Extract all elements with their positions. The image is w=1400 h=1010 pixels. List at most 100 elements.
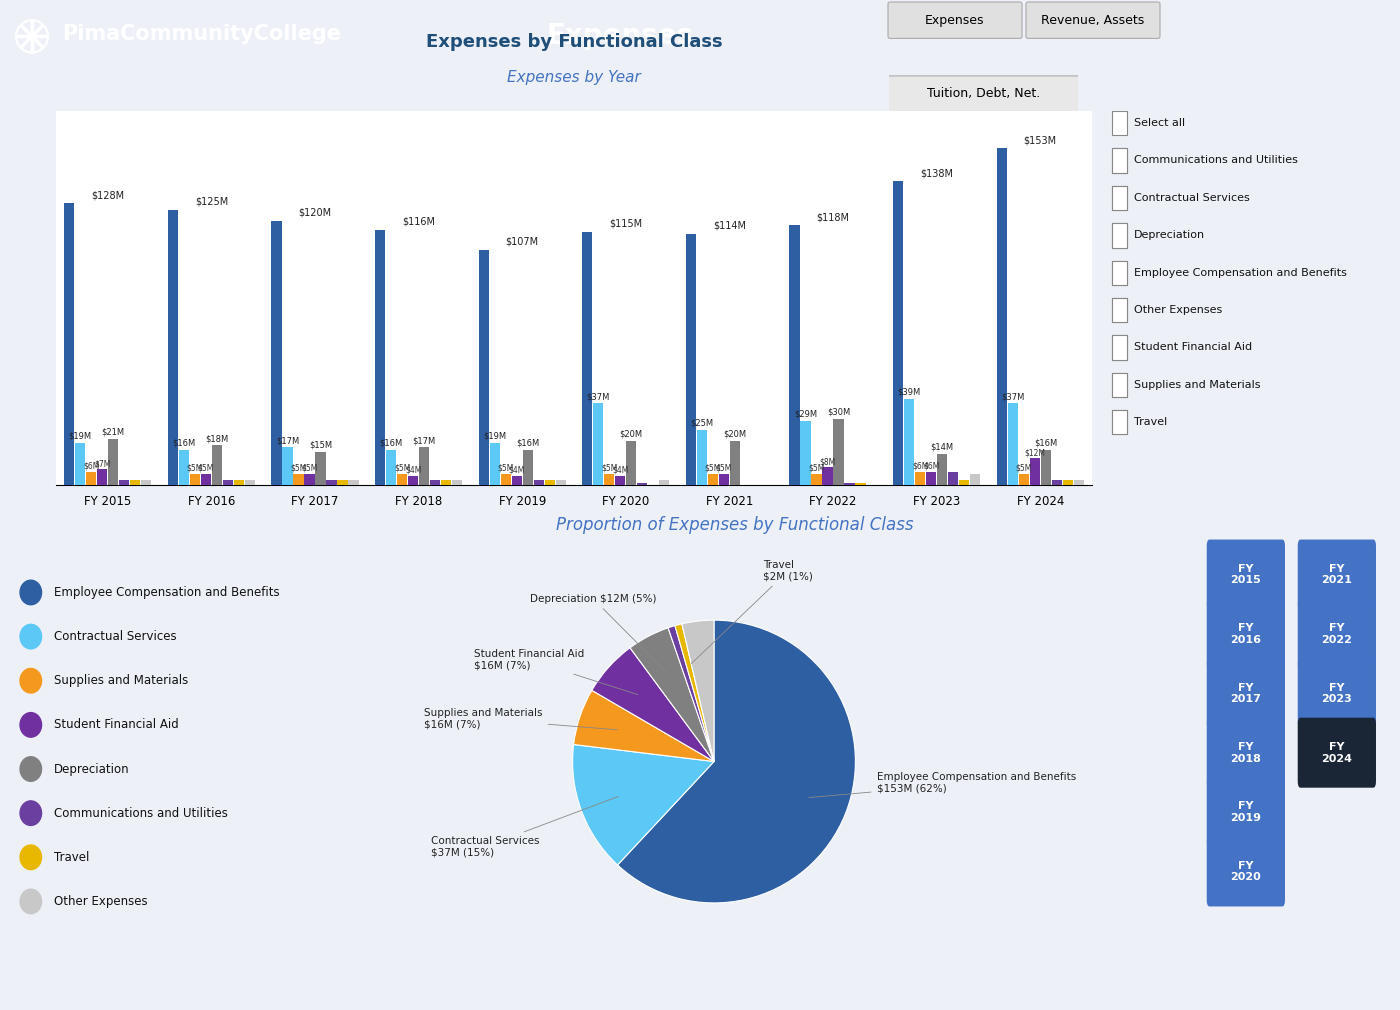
Text: Expenses: Expenses [546,22,693,50]
Text: FY
2021: FY 2021 [1322,564,1352,586]
FancyBboxPatch shape [1112,223,1127,247]
Text: $118M: $118M [816,212,850,222]
Bar [729,440,741,485]
Text: Depreciation $12M (5%): Depreciation $12M (5%) [531,594,666,672]
Circle shape [20,669,42,693]
Text: Travel: Travel [1134,417,1168,427]
Wedge shape [574,690,714,762]
Text: Student Financial Aid
$16M (7%): Student Financial Aid $16M (7%) [473,649,637,695]
FancyBboxPatch shape [1026,2,1161,38]
Wedge shape [630,628,714,762]
FancyBboxPatch shape [1112,373,1127,397]
Text: $8M: $8M [819,458,836,467]
Text: Travel: Travel [55,850,90,864]
Text: $116M: $116M [402,216,435,226]
Bar [948,472,958,485]
Text: $6M: $6M [83,462,99,471]
FancyBboxPatch shape [888,76,1079,112]
Text: Employee Compensation and Benefits: Employee Compensation and Benefits [1134,268,1347,278]
Bar [1008,403,1018,485]
Text: $6M: $6M [911,462,928,471]
Bar [937,454,948,485]
Text: $5M: $5M [808,464,825,473]
Circle shape [20,713,42,737]
Text: $29M: $29M [794,410,818,419]
Circle shape [20,756,42,782]
Bar [659,481,669,485]
Text: $4M: $4M [405,466,421,475]
Text: $25M: $25M [690,419,714,427]
Text: $120M: $120M [298,208,332,218]
Bar [718,474,729,485]
FancyBboxPatch shape [1298,539,1376,610]
Text: Supplies and Materials: Supplies and Materials [55,675,189,687]
Text: $15M: $15M [309,440,332,449]
Bar [833,419,844,485]
FancyBboxPatch shape [1112,261,1127,285]
Bar [855,483,865,485]
Text: $19M: $19M [69,432,92,440]
Text: $5M: $5M [601,464,617,473]
FancyBboxPatch shape [1207,539,1285,610]
Bar [1074,481,1084,485]
Text: $16M: $16M [1035,438,1057,447]
Bar [904,399,914,485]
Bar [970,474,980,485]
Text: $16M: $16M [172,438,196,447]
Bar [511,476,522,485]
Text: $5M: $5M [290,464,307,473]
FancyBboxPatch shape [1112,223,1127,247]
Bar [1051,481,1061,485]
FancyBboxPatch shape [1112,111,1127,135]
FancyBboxPatch shape [1112,373,1127,397]
Wedge shape [675,624,714,762]
Circle shape [20,845,42,870]
Text: $5M: $5M [1015,464,1032,473]
Text: $5M: $5M [497,464,514,473]
Bar [272,221,281,485]
Text: $125M: $125M [195,197,228,207]
Text: $20M: $20M [620,429,643,438]
Text: Other Expenses: Other Expenses [1134,305,1222,315]
Bar [556,481,566,485]
Bar [200,474,211,485]
Bar [119,481,129,485]
Text: $21M: $21M [102,427,125,436]
FancyBboxPatch shape [1298,599,1376,669]
Text: $107M: $107M [505,236,539,246]
Bar [626,440,637,485]
Bar [615,476,626,485]
Text: FY
2016: FY 2016 [1231,623,1261,644]
Bar [87,472,97,485]
Bar [697,430,707,485]
FancyBboxPatch shape [888,2,1022,38]
Text: Contractual Services
$37M (15%): Contractual Services $37M (15%) [431,797,619,857]
Text: Expenses by Functional Class: Expenses by Functional Class [426,33,722,52]
Text: Employee Compensation and Benefits: Employee Compensation and Benefits [55,586,280,599]
FancyBboxPatch shape [1207,836,1285,907]
Bar [64,203,74,485]
Text: $5M: $5M [197,464,214,473]
Bar [407,476,419,485]
Text: Communications and Utilities: Communications and Utilities [1134,156,1298,166]
Circle shape [20,580,42,605]
Text: Supplies and Materials: Supplies and Materials [1134,380,1260,390]
Text: $4M: $4M [612,466,629,475]
Bar [245,481,255,485]
Bar [637,483,647,485]
Text: Depreciation: Depreciation [1134,230,1205,240]
Bar [304,474,315,485]
Text: $16M: $16M [517,438,539,447]
Text: $6M: $6M [923,462,939,471]
Bar [1040,449,1051,485]
Text: $115M: $115M [609,219,643,228]
FancyBboxPatch shape [1112,335,1127,360]
Text: Revenue, Assets: Revenue, Assets [1042,14,1145,26]
Text: $5M: $5M [393,464,410,473]
Bar [790,225,799,485]
Text: FY
2018: FY 2018 [1231,742,1261,764]
Text: $5M: $5M [704,464,721,473]
Text: $5M: $5M [301,464,318,473]
Bar [179,449,189,485]
Bar [533,481,543,485]
